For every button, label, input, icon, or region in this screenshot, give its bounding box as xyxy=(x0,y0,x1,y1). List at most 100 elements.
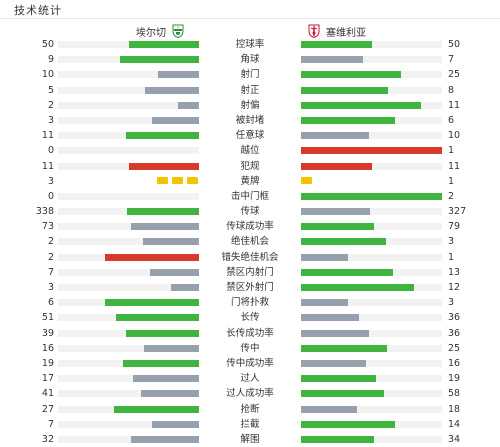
away-stat-bar-track xyxy=(301,284,442,291)
away-stat-value: 3 xyxy=(448,297,455,309)
stat-label: 过人成功率 xyxy=(226,388,274,400)
away-stat-bar-track xyxy=(301,86,442,94)
sevilla-crest-icon xyxy=(308,24,320,38)
home-stat-bar-track xyxy=(58,299,199,307)
home-stat-value: 3 xyxy=(47,175,54,187)
away-stat-bar-track xyxy=(301,56,442,64)
stat-label: 控球率 xyxy=(235,39,265,50)
home-stat-bar-track xyxy=(58,329,199,337)
away-stat-value: 7 xyxy=(448,54,455,66)
home-stat-bar xyxy=(131,435,199,443)
stat-row: 27 抢断 18 xyxy=(0,402,500,417)
away-stat-bar xyxy=(301,223,375,231)
away-team-name: 塞维利亚 xyxy=(326,27,366,39)
away-stat-bar-track xyxy=(301,253,442,261)
stat-row: 73 传球成功率 79 xyxy=(0,219,500,234)
away-stat-bar xyxy=(301,101,421,109)
away-team[interactable]: 塞维利亚 xyxy=(308,22,366,40)
stat-label: 抢断 xyxy=(240,403,260,415)
stat-row: 9 角球 7 xyxy=(0,52,500,67)
away-stat-bar-track xyxy=(301,101,442,109)
home-stat-value: 73 xyxy=(41,221,54,233)
stat-row: 3 禁区外射门 12 xyxy=(0,280,500,295)
away-stat-value: 36 xyxy=(448,327,461,339)
stat-row: 0 击中门框 2 xyxy=(0,189,500,204)
home-stat-bar-track xyxy=(58,420,199,428)
away-stat-value: 10 xyxy=(448,130,461,142)
home-stat-bar-track xyxy=(58,41,199,48)
stat-label: 传中 xyxy=(240,342,260,354)
away-stat-bar xyxy=(301,435,375,443)
home-stat-bar xyxy=(142,238,199,246)
away-stat-bar xyxy=(301,71,402,79)
away-stat-value: 19 xyxy=(448,373,461,385)
away-stat-bar xyxy=(301,162,372,170)
away-stat-value: 14 xyxy=(448,418,461,430)
home-stat-bar-track xyxy=(58,132,199,140)
away-stat-bar xyxy=(301,405,358,413)
away-stat-bar-track xyxy=(301,208,442,216)
away-stat-bar-track xyxy=(301,71,442,79)
home-stat-value: 19 xyxy=(41,357,54,369)
stat-row: 3 黄牌 1 xyxy=(0,174,500,189)
home-team[interactable]: 埃尔切 xyxy=(136,22,184,40)
home-stat-bar-track xyxy=(58,86,199,94)
home-stat-bar xyxy=(149,268,199,276)
stat-label: 传球成功率 xyxy=(226,221,274,233)
home-stat-value: 2 xyxy=(47,99,54,111)
home-stat-bar xyxy=(141,390,199,398)
stat-row: 2 错失绝佳机会 1 xyxy=(0,250,500,265)
away-stat-bar-track xyxy=(301,405,442,413)
home-stat-bar-track xyxy=(58,253,199,261)
stat-row: 338 传球 327 xyxy=(0,204,500,219)
home-stat-value: 39 xyxy=(41,327,54,339)
away-stat-value: 11 xyxy=(448,99,461,111)
away-stat-value: 12 xyxy=(448,282,461,293)
away-stat-bar-track xyxy=(301,147,442,155)
stat-label: 长传 xyxy=(240,312,260,324)
away-stat-bar-track xyxy=(301,329,442,337)
home-stat-value: 6 xyxy=(47,297,54,309)
home-stat-value: 338 xyxy=(35,206,54,218)
away-stat-value: 25 xyxy=(448,342,461,354)
away-stat-bar-track xyxy=(301,162,442,170)
away-stat-bar xyxy=(301,253,348,261)
home-stat-bar-track xyxy=(58,56,199,64)
stat-row: 32 解围 34 xyxy=(0,432,500,447)
header-divider xyxy=(0,18,500,19)
home-yellow-cards xyxy=(157,176,198,186)
stat-label: 射正 xyxy=(240,84,260,96)
stat-row: 11 任意球 10 xyxy=(0,128,500,143)
home-stat-value: 3 xyxy=(47,114,54,126)
away-stat-bar-track xyxy=(301,314,442,322)
home-stat-value: 32 xyxy=(41,433,54,445)
stat-label: 传球 xyxy=(240,206,260,218)
stat-label: 门将扑救 xyxy=(230,297,269,309)
away-stat-bar xyxy=(301,147,442,155)
away-stat-bar-track xyxy=(301,420,442,428)
home-stat-value: 27 xyxy=(41,403,54,415)
away-stat-value: 1 xyxy=(448,175,455,187)
home-stat-bar xyxy=(127,208,199,216)
stat-label: 角球 xyxy=(240,54,260,66)
away-stat-value: 13 xyxy=(448,266,461,278)
home-stat-bar-track xyxy=(58,238,199,246)
home-stat-bar-track xyxy=(58,390,199,398)
home-stat-value: 11 xyxy=(41,160,54,172)
home-stat-value: 10 xyxy=(41,69,54,81)
home-stat-bar-track xyxy=(58,192,199,200)
stat-row: 17 过人 19 xyxy=(0,371,500,386)
home-stat-bar xyxy=(120,56,199,64)
away-stat-value: 8 xyxy=(448,84,455,96)
home-stat-bar xyxy=(104,253,199,261)
away-stat-bar-track xyxy=(301,359,442,367)
home-stat-bar xyxy=(128,162,199,170)
stat-row: 39 长传成功率 36 xyxy=(0,326,500,341)
home-stat-bar-track xyxy=(58,359,199,367)
stat-row: 6 门将扑救 3 xyxy=(0,295,500,310)
page-title: 技术统计 xyxy=(14,4,62,17)
home-stat-bar-track xyxy=(58,405,199,413)
home-stat-bar xyxy=(145,86,199,94)
away-stat-value: 36 xyxy=(448,312,461,324)
away-stat-bar xyxy=(301,86,389,94)
